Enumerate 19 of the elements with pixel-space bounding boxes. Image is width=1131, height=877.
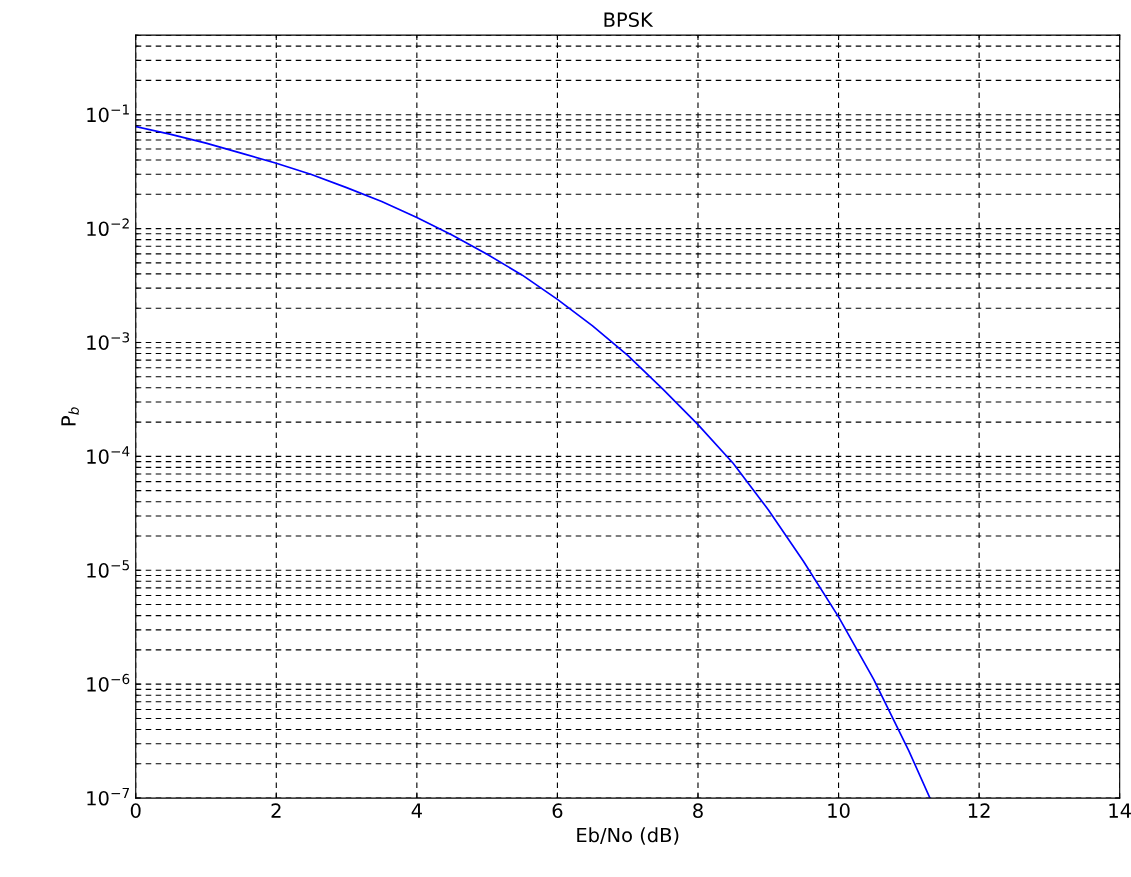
y-tick-label: 10$^{−6}$ — [87, 673, 130, 692]
x-tick-label: 10 — [828, 803, 850, 818]
x-tick-label: 14 — [1109, 803, 1131, 818]
x-tick-label: 6 — [552, 803, 563, 818]
y-tick-label: 10$^{−7}$ — [87, 787, 129, 806]
x-tick-label: 0 — [130, 803, 141, 818]
chart-title: BPSK — [604, 12, 654, 28]
y-axis-title: P$_{b}$ — [61, 407, 79, 426]
line-series — [135, 125, 931, 799]
x-axis-title: Eb/No (dB) — [577, 827, 679, 845]
y-tick-label: 10$^{−3}$ — [87, 332, 130, 350]
x-tick-label: 4 — [411, 803, 422, 818]
y-tick-label: 10$^{−2}$ — [87, 218, 129, 237]
x-tick-label: 8 — [693, 803, 703, 818]
x-tick-label: 2 — [271, 803, 281, 818]
y-tick-label: 10$^{−1}$ — [87, 104, 129, 123]
x-tick-label: 12 — [968, 803, 990, 818]
y-tick-label: 10$^{−5}$ — [87, 560, 129, 578]
y-tick-label: 10$^{−4}$ — [87, 446, 130, 464]
